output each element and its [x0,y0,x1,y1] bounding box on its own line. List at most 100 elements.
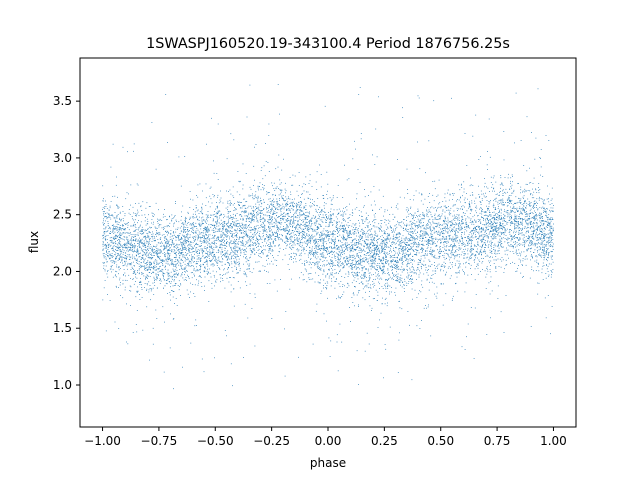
data-point [456,260,458,262]
data-point [129,249,130,250]
data-point [335,221,337,223]
data-point [357,275,359,277]
data-point [116,204,117,206]
data-point [213,238,215,239]
data-point [180,295,181,296]
data-point [228,256,229,258]
data-point [301,210,302,212]
data-point [364,221,366,223]
data-point [157,264,159,265]
data-point [541,220,543,222]
data-point [538,263,539,264]
data-point [165,241,167,243]
data-point [104,238,106,240]
data-point [432,242,433,244]
data-point [489,231,491,232]
data-point [517,222,519,224]
data-point [523,235,525,236]
data-point [115,250,117,251]
data-point [178,251,180,252]
data-point [500,241,501,243]
data-point [216,202,217,203]
data-point [238,243,239,245]
data-point [350,234,352,235]
data-point [149,285,151,286]
data-point [265,161,267,162]
data-point [351,237,352,238]
data-point [349,251,351,253]
data-point [348,272,350,274]
data-point [359,247,361,249]
data-point [238,202,240,203]
data-point [152,257,154,258]
data-point [495,200,497,202]
data-point [206,259,208,261]
data-point [514,225,515,227]
data-point [140,262,142,263]
data-point [103,228,105,230]
data-point [297,241,299,242]
data-point [169,216,170,218]
data-point [198,253,200,254]
data-point [417,141,418,143]
data-point [116,247,118,249]
data-point [512,221,513,223]
data-point [105,220,106,222]
data-point [502,193,504,194]
data-point [239,230,240,231]
data-point [416,225,417,226]
data-point [335,240,336,242]
data-point [426,233,428,235]
data-point [358,283,360,284]
data-point [471,221,473,223]
data-point [399,236,400,238]
data-point [363,266,365,268]
data-point [393,247,394,249]
data-point [313,255,314,257]
data-point [146,223,148,225]
data-point [241,242,243,243]
data-point [390,237,392,239]
data-point [274,231,275,233]
data-point [184,156,186,157]
data-point [209,253,211,255]
data-point [312,203,313,204]
data-point [232,237,234,238]
data-point [148,243,150,245]
data-point [384,249,385,250]
data-point [246,215,247,217]
data-point [315,208,317,210]
data-point [432,254,433,255]
data-point [354,243,356,245]
data-point [168,249,169,250]
data-point [321,238,323,240]
data-point [323,260,325,261]
data-point [268,222,270,224]
data-point [357,246,359,247]
data-point [529,167,530,169]
data-point [304,237,306,239]
data-point [458,254,460,255]
data-point [492,212,494,213]
data-point [176,272,177,274]
data-point [283,158,284,160]
data-point [134,221,135,223]
data-point [377,239,378,240]
data-point [144,229,146,231]
data-point [260,257,262,258]
data-point [404,278,405,280]
data-point [233,254,234,256]
data-point [327,236,329,237]
data-point [395,259,397,261]
data-point [394,237,396,238]
data-point [413,244,414,246]
data-point [345,242,346,244]
data-point [247,263,249,265]
data-point [306,241,308,243]
data-point [184,239,186,241]
data-point [192,199,194,201]
data-point [153,262,155,264]
data-point [150,258,152,260]
data-point [286,208,288,210]
data-point [232,195,234,197]
